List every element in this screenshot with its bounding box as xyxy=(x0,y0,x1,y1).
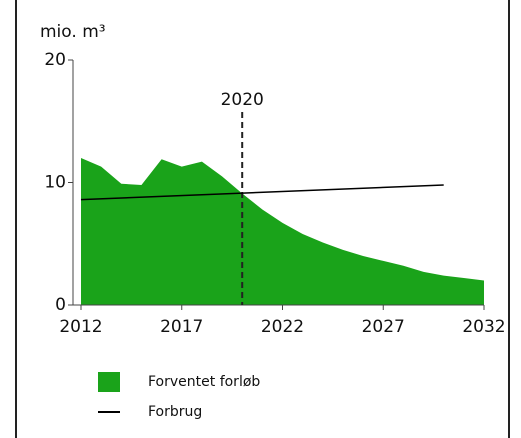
legend-label: Forventet forløb xyxy=(148,374,260,390)
x-tick-label: 2032 xyxy=(462,317,505,337)
line xyxy=(80,184,444,201)
y-tick-label: 20 xyxy=(44,50,66,70)
legend-swatch xyxy=(98,372,120,392)
y-axis-label: mio. m³ xyxy=(40,22,106,42)
x-tick-label: 2022 xyxy=(261,317,304,337)
y-tick-label: 10 xyxy=(44,173,66,193)
x-tick-label: 2027 xyxy=(362,317,405,337)
legend-label: Forbrug xyxy=(148,404,202,420)
x-tick-label: 2017 xyxy=(160,317,203,337)
area xyxy=(81,158,484,305)
x-tick-label: 2012 xyxy=(59,317,102,337)
annotation-label: 2020 xyxy=(221,90,264,110)
y-tick-label: 0 xyxy=(55,295,66,315)
